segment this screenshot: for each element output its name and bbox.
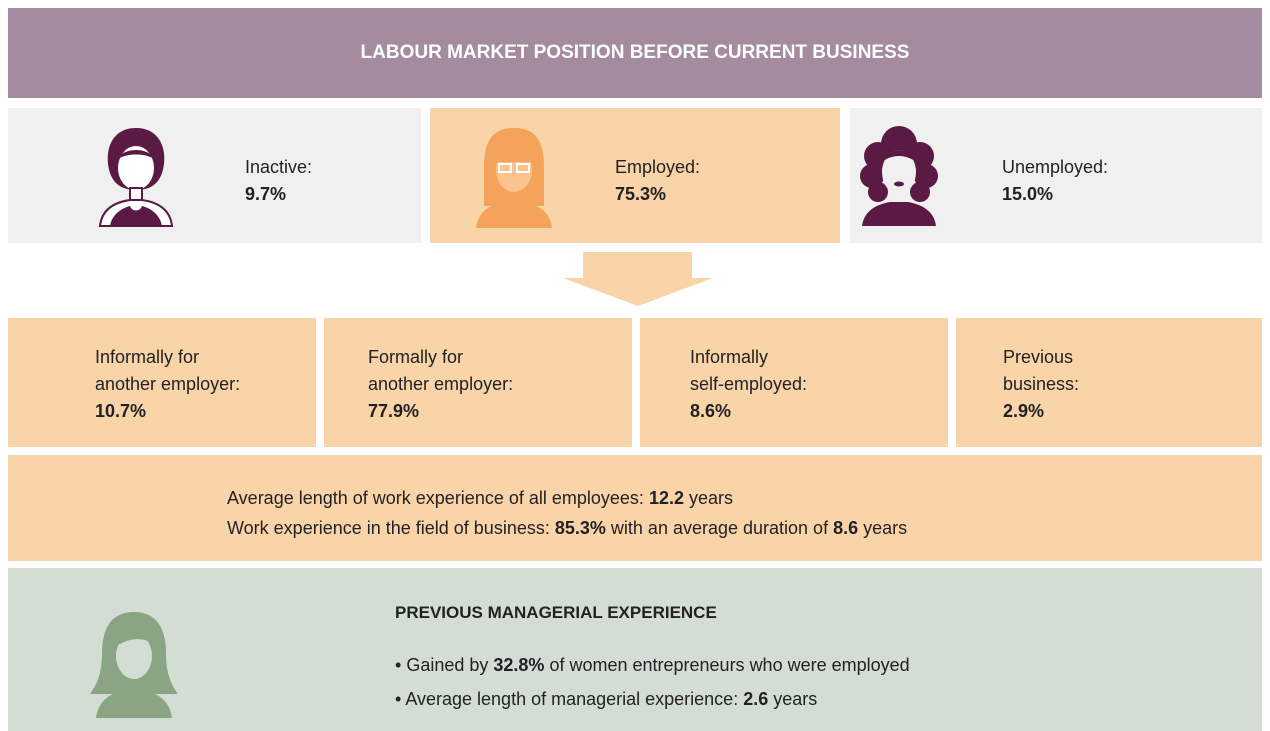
group-value: 15.0% xyxy=(1002,181,1108,208)
woman-icon xyxy=(472,124,556,229)
group-box: Inactive: 9.7% xyxy=(8,108,421,243)
bold-value: 85.3% xyxy=(555,518,606,538)
header-title: LABOUR MARKET POSITION BEFORE CURRENT BU… xyxy=(361,42,910,64)
type-text: Previous business: 2.9% xyxy=(1003,344,1079,425)
bold-value: 2.6 xyxy=(743,689,768,709)
text-segment: Work experience in the field of business… xyxy=(227,518,550,538)
type-value: 2.9% xyxy=(1003,398,1079,425)
type-value: 77.9% xyxy=(368,398,513,425)
group-value: 9.7% xyxy=(245,181,312,208)
bold-value: 32.8% xyxy=(493,655,544,675)
text-segment: of women entrepreneurs who were employed xyxy=(549,655,909,675)
type-text: Formally for another employer: 77.9% xyxy=(368,344,513,425)
group-box: Employed: 75.3% xyxy=(430,108,840,243)
experience-box: Average length of work experience of all… xyxy=(8,455,1262,561)
down-arrow xyxy=(563,252,713,306)
type-text: Informally for another employer: 10.7% xyxy=(95,344,240,425)
group-label: Unemployed: xyxy=(1002,154,1108,181)
type-box: Formally for another employer: 77.9% xyxy=(324,318,632,447)
type-label: another employer: xyxy=(368,371,513,398)
text-segment: years xyxy=(863,518,907,538)
text-segment: Gained by xyxy=(406,655,488,675)
type-label: Formally for xyxy=(368,344,513,371)
type-text: Informally self-employed: 8.6% xyxy=(690,344,807,425)
woman-icon xyxy=(856,122,942,227)
type-box: Previous business: 2.9% xyxy=(956,318,1262,447)
type-value: 10.7% xyxy=(95,398,240,425)
type-value: 8.6% xyxy=(690,398,807,425)
bold-value: 8.6 xyxy=(833,518,858,538)
managerial-bullets: • Gained by 32.8% of women entrepreneurs… xyxy=(395,648,910,716)
managerial-box: PREVIOUS MANAGERIAL EXPERIENCE • Gained … xyxy=(8,568,1262,731)
type-label: Informally for xyxy=(95,344,240,371)
type-label: Informally xyxy=(690,344,807,371)
text-segment: years xyxy=(689,488,733,508)
type-box: Informally self-employed: 8.6% xyxy=(640,318,948,447)
bullet-line: • Gained by 32.8% of women entrepreneurs… xyxy=(395,648,910,682)
woman-icon xyxy=(86,608,182,718)
page: {"header": {"title": "LABOUR MARKET POSI… xyxy=(0,0,1270,731)
text-segment: Average length of managerial experience: xyxy=(405,689,738,709)
bullet-line: • Average length of managerial experienc… xyxy=(395,682,910,716)
experience-text: Average length of work experience of all… xyxy=(227,483,907,543)
group-text: Inactive: 9.7% xyxy=(245,154,312,208)
group-label: Employed: xyxy=(615,154,700,181)
woman-icon xyxy=(96,124,176,229)
type-label: another employer: xyxy=(95,371,240,398)
text-segment: with an average duration of xyxy=(611,518,828,538)
text-line: Work experience in the field of business… xyxy=(227,513,907,543)
managerial-title: PREVIOUS MANAGERIAL EXPERIENCE xyxy=(395,599,717,626)
text-segment: Average length of work experience of all… xyxy=(227,488,644,508)
bold-value: 12.2 xyxy=(649,488,684,508)
text-line: Average length of work experience of all… xyxy=(227,483,907,513)
type-label: business: xyxy=(1003,371,1079,398)
group-label: Inactive: xyxy=(245,154,312,181)
text-segment: years xyxy=(773,689,817,709)
type-label: self-employed: xyxy=(690,371,807,398)
group-text: Employed: 75.3% xyxy=(615,154,700,208)
group-box: Unemployed: 15.0% xyxy=(850,108,1262,243)
type-label: Previous xyxy=(1003,344,1079,371)
group-text: Unemployed: 15.0% xyxy=(1002,154,1108,208)
type-box: Informally for another employer: 10.7% xyxy=(8,318,316,447)
group-value: 75.3% xyxy=(615,181,700,208)
header: LABOUR MARKET POSITION BEFORE CURRENT BU… xyxy=(8,8,1262,98)
